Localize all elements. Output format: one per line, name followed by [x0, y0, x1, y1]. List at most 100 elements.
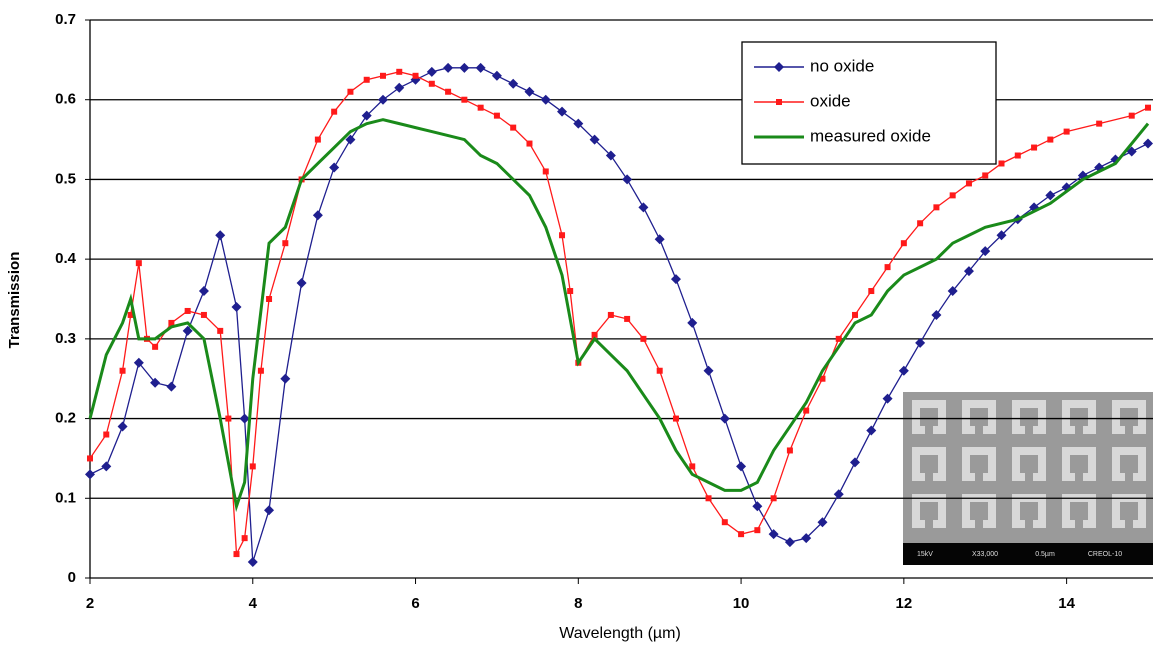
legend-label: no oxide — [810, 56, 874, 75]
inset-hole — [920, 455, 938, 473]
marker — [542, 168, 549, 175]
series-line — [88, 118, 1150, 513]
marker — [947, 286, 958, 297]
marker — [526, 140, 533, 147]
marker — [257, 367, 264, 374]
marker — [774, 62, 784, 72]
marker — [866, 425, 877, 436]
marker — [1126, 146, 1137, 157]
marker — [312, 210, 323, 221]
marker — [314, 136, 321, 143]
marker — [982, 172, 989, 179]
marker — [721, 519, 728, 526]
marker — [87, 455, 93, 462]
marker — [605, 150, 616, 161]
marker — [280, 373, 291, 384]
marker — [475, 62, 486, 73]
marker — [705, 495, 712, 502]
inset-gap — [975, 426, 983, 434]
marker — [459, 62, 470, 73]
marker — [754, 527, 761, 534]
inset-hole — [1070, 502, 1088, 520]
marker — [508, 78, 519, 89]
marker — [85, 469, 95, 480]
marker — [917, 220, 924, 227]
inset-gap — [925, 426, 933, 434]
marker — [670, 274, 681, 285]
marker — [184, 307, 191, 314]
marker — [882, 393, 893, 404]
marker — [801, 533, 812, 544]
marker — [215, 230, 226, 241]
inset-label: 15kV — [917, 551, 933, 558]
sem-inset — [903, 392, 1153, 565]
marker — [231, 301, 242, 312]
x-axis-title: Wavelength (µm) — [559, 625, 681, 642]
marker — [394, 82, 405, 93]
marker — [241, 535, 248, 542]
marker — [225, 415, 232, 422]
marker — [819, 375, 826, 382]
marker — [567, 288, 574, 295]
marker — [689, 463, 696, 470]
marker — [1063, 128, 1070, 135]
marker — [1143, 138, 1153, 149]
inset-gap — [1025, 520, 1033, 528]
x-tick-label: 14 — [1058, 595, 1075, 612]
x-tick-label: 2 — [86, 595, 94, 612]
marker — [768, 529, 779, 540]
marker — [963, 266, 974, 277]
marker — [1145, 104, 1151, 111]
marker — [687, 317, 698, 328]
legend-label: measured oxide — [810, 126, 931, 145]
marker — [607, 311, 614, 318]
marker — [200, 311, 207, 318]
marker — [624, 315, 631, 322]
x-tick-label: 6 — [411, 595, 419, 612]
marker — [133, 357, 144, 368]
marker — [510, 124, 517, 131]
marker — [868, 288, 875, 295]
inset-gap — [925, 520, 933, 528]
y-tick-label: 0.6 — [55, 91, 76, 108]
marker — [833, 489, 844, 500]
marker — [1096, 120, 1103, 127]
series — [88, 118, 1150, 513]
marker — [640, 335, 647, 342]
marker — [361, 110, 372, 121]
marker — [198, 286, 209, 297]
marker — [900, 240, 907, 247]
marker — [1128, 112, 1135, 119]
inset-hole — [1120, 408, 1138, 426]
marker — [1045, 190, 1056, 201]
legend-label: oxide — [810, 91, 851, 110]
marker — [980, 246, 991, 257]
marker — [331, 108, 338, 115]
marker — [803, 407, 810, 414]
series — [85, 62, 1153, 568]
marker — [770, 495, 777, 502]
marker — [752, 501, 763, 512]
inset-hole — [1070, 408, 1088, 426]
marker — [168, 319, 175, 326]
inset-strip — [903, 543, 1153, 565]
marker — [622, 174, 633, 185]
marker — [557, 106, 568, 117]
marker — [1047, 136, 1054, 143]
inset-gap — [1075, 426, 1083, 434]
marker — [736, 461, 747, 472]
marker — [363, 76, 370, 83]
marker — [119, 367, 126, 374]
inset-hole — [1020, 408, 1038, 426]
marker — [931, 309, 942, 320]
marker — [852, 311, 859, 318]
marker — [103, 431, 110, 438]
marker — [282, 240, 289, 247]
marker — [738, 531, 745, 538]
marker — [347, 88, 354, 95]
marker — [524, 86, 535, 97]
y-tick-label: 0.1 — [55, 489, 76, 506]
marker — [217, 327, 224, 334]
marker — [573, 118, 584, 129]
inset-gap — [1125, 426, 1133, 434]
